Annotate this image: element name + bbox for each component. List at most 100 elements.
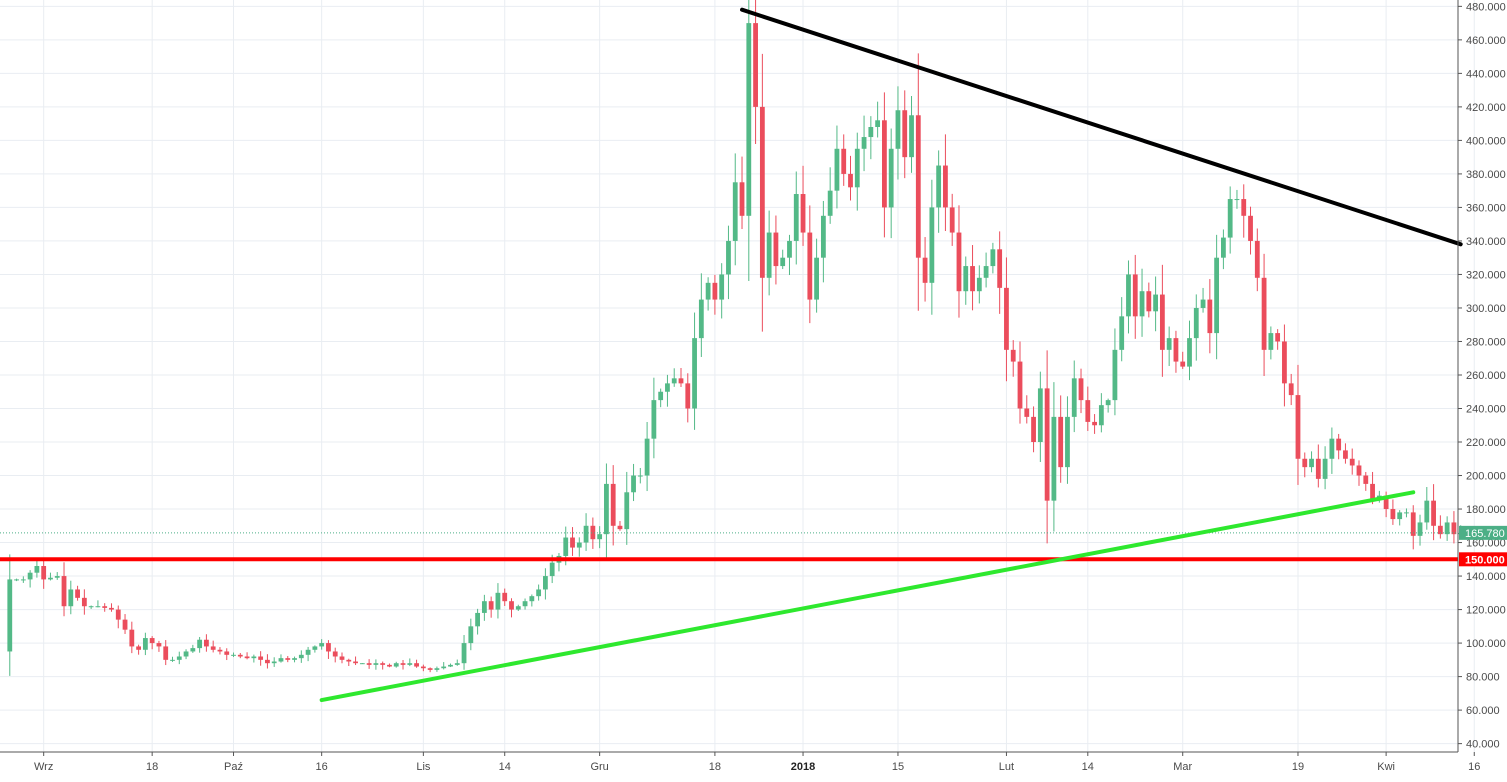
time-tick-label: 14 — [1082, 761, 1094, 773]
candle-body — [848, 173, 853, 188]
candle — [732, 153, 738, 266]
candle — [576, 537, 582, 557]
last-price-label: 165.780 — [1465, 528, 1505, 540]
candle — [698, 273, 704, 357]
candle-body — [1065, 416, 1070, 468]
candle — [1119, 297, 1125, 362]
candle-body — [217, 649, 223, 652]
candle — [373, 659, 379, 670]
candle — [1024, 395, 1030, 424]
candle — [1139, 268, 1145, 337]
candle-body — [1159, 294, 1165, 350]
candle — [115, 605, 121, 629]
candle-body — [407, 663, 413, 665]
candle — [475, 608, 480, 635]
candle-body — [610, 483, 616, 526]
candle-body — [1031, 416, 1036, 443]
candle-body — [814, 257, 819, 300]
candle-body — [1139, 291, 1145, 317]
candle — [509, 598, 514, 618]
candle — [48, 572, 53, 581]
candle — [441, 662, 447, 670]
candle-body — [868, 126, 874, 138]
candle — [854, 132, 860, 211]
time-tick-label: 16 — [316, 761, 328, 773]
candle — [983, 252, 989, 288]
candle-body — [1051, 416, 1057, 501]
price-axis[interactable]: 40.000 60.000 80.000 100.000 120.000 140.000 1… — [1457, 0, 1507, 752]
candle-body — [488, 601, 494, 610]
candle-body — [841, 148, 847, 174]
candle — [882, 92, 887, 238]
candle — [861, 115, 867, 172]
candle — [1065, 396, 1070, 484]
candle — [156, 640, 162, 652]
candle-body — [678, 378, 684, 384]
candle-body — [929, 207, 935, 283]
candle-body — [949, 207, 955, 233]
candle — [793, 171, 799, 265]
candle — [1132, 254, 1138, 339]
candle-body — [773, 232, 779, 267]
candle — [20, 576, 26, 583]
candle — [149, 636, 155, 650]
candle-body — [739, 182, 745, 216]
time-tick-label: 14 — [499, 761, 511, 773]
candle — [68, 580, 74, 615]
candle-body — [1315, 458, 1321, 479]
candle-body — [1214, 257, 1220, 334]
candle — [434, 666, 440, 672]
candle — [197, 636, 203, 653]
candle-body — [1404, 512, 1409, 514]
candle — [1058, 395, 1064, 483]
candle — [1193, 294, 1199, 361]
candle-body — [631, 475, 636, 493]
candle — [481, 594, 487, 621]
candle-body — [970, 266, 975, 292]
candle-body — [400, 663, 406, 665]
candle — [1173, 330, 1179, 373]
candle-body — [427, 668, 433, 670]
candle-body — [81, 597, 87, 607]
candle-body — [285, 658, 291, 660]
candle — [1404, 508, 1409, 518]
candle-body — [1044, 388, 1050, 501]
candle-body — [922, 257, 928, 283]
candle — [807, 205, 813, 324]
candle — [1444, 516, 1450, 541]
candle-body — [726, 240, 731, 275]
candle-body — [258, 656, 264, 660]
candle-body — [705, 282, 711, 300]
candle — [380, 661, 386, 670]
time-axis[interactable]: Wrz 18 Paź 16 Lis 14 Gru 18 2018 15 Lut 14 Mar 19 Kwi 1… — [0, 751, 1480, 773]
candle-body — [393, 663, 399, 667]
candle — [1268, 326, 1274, 360]
candle-body — [1153, 294, 1158, 312]
candle-body — [1166, 338, 1172, 350]
candle-body — [27, 572, 33, 580]
uptrend-line[interactable] — [319, 490, 1416, 703]
candle — [1044, 350, 1050, 544]
candle — [726, 225, 731, 300]
candle-body — [800, 194, 806, 233]
candle — [685, 373, 691, 423]
candle — [75, 585, 80, 601]
candle — [773, 215, 779, 285]
price-tick-label: 320.000 — [1466, 269, 1506, 281]
candle-body — [1370, 483, 1375, 499]
candle — [997, 231, 1003, 314]
candle — [176, 651, 182, 665]
time-tick-label: 18 — [146, 761, 158, 773]
candle-body — [251, 656, 257, 659]
candle-body — [502, 592, 508, 602]
candle-body — [48, 577, 53, 580]
candle — [1275, 329, 1281, 350]
candle-body — [441, 666, 447, 669]
candle-body — [651, 400, 657, 439]
candle — [936, 150, 942, 233]
downtrend-line[interactable] — [740, 7, 1463, 247]
candle — [14, 578, 19, 582]
candle — [922, 237, 928, 302]
